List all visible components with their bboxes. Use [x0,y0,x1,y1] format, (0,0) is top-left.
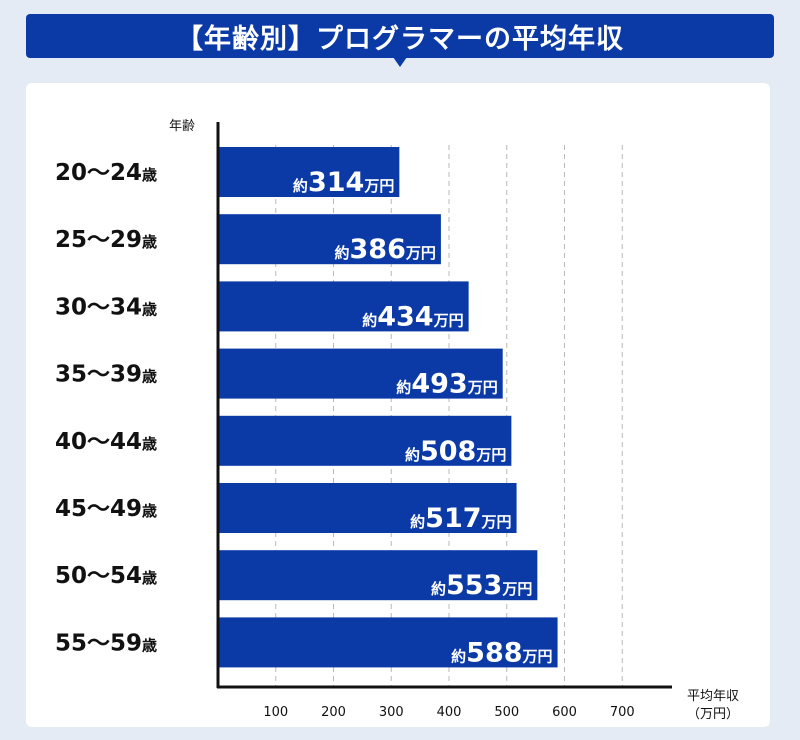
x-tick-label: 700 [610,705,635,720]
data-label: 約517万円 [410,503,511,534]
title-pointer [393,57,407,67]
category-label: 35〜39歳 [55,362,157,388]
data-label: 約588万円 [451,637,552,668]
x-tick-label: 200 [321,705,346,720]
x-tick-label: 300 [379,705,404,720]
x-tick-label: 600 [552,705,577,720]
data-label: 約314万円 [293,167,394,198]
bar [218,348,503,399]
data-label: 約493万円 [396,369,497,400]
data-label: 約508万円 [405,436,506,467]
bar [218,415,512,466]
data-label: 約434万円 [362,301,463,332]
y-axis-label: 年齢 [169,119,195,134]
category-label: 45〜49歳 [55,496,157,522]
bar [218,281,469,332]
category-label: 40〜44歳 [55,429,157,455]
x-tick-label: 100 [263,705,288,720]
title-banner: 【年齢別】プログラマーの平均年収 [26,14,774,58]
x-axis-unit: （万円） [687,707,739,722]
chart-title: 【年齢別】プログラマーの平均年収 [176,23,624,55]
category-label: 30〜34歳 [55,294,157,320]
bar [218,550,538,601]
x-axis-label: 平均年収 [687,689,739,704]
bar [218,617,558,668]
category-label: 20〜24歳 [55,160,157,186]
data-label: 約386万円 [335,234,436,265]
bar [218,214,441,265]
x-tick-label: 400 [437,705,462,720]
bar [218,147,400,197]
x-tick-label: 500 [494,705,519,720]
category-label: 25〜29歳 [55,227,157,253]
category-label: 50〜54歳 [55,563,157,589]
bar [218,483,517,533]
category-label: 55〜59歳 [55,630,157,656]
data-label: 約553万円 [431,570,532,601]
